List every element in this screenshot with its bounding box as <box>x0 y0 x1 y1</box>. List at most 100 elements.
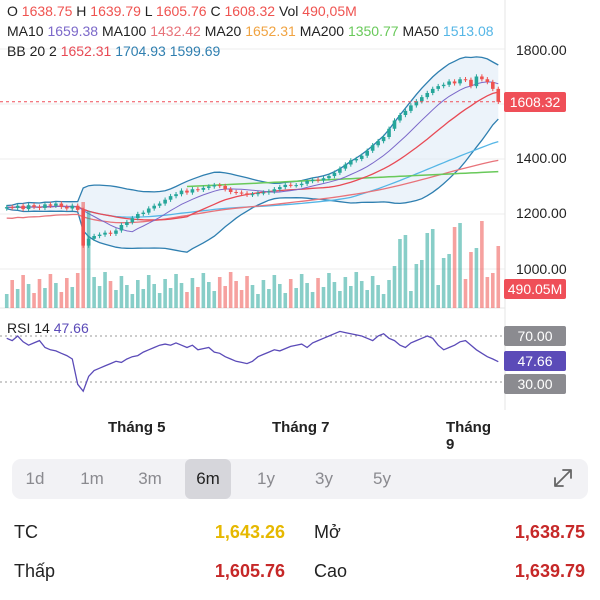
thap-value: 1,605.76 <box>214 561 285 581</box>
ohlc-key: Vol <box>278 3 303 19</box>
candle-body <box>354 159 359 161</box>
volume-bar <box>92 277 96 308</box>
y-tick-1200: 1200.00 <box>516 205 567 221</box>
volume-bar <box>54 283 58 308</box>
candle-body <box>32 205 36 207</box>
candle-body <box>10 207 14 209</box>
x-tick-thang9: Tháng 9 <box>446 419 491 453</box>
volume-bar <box>228 272 233 308</box>
volume-bar <box>201 273 206 308</box>
tab-3m[interactable]: 3m <box>138 469 162 488</box>
volume-bar <box>283 293 288 308</box>
volume-bar <box>474 248 479 308</box>
candle-body <box>480 76 484 80</box>
candle-body <box>190 189 195 193</box>
volume-bar <box>370 276 375 308</box>
price-chart[interactable] <box>0 0 600 440</box>
candle-body <box>474 76 479 87</box>
volume-bar <box>294 288 298 308</box>
candle-body <box>316 179 320 181</box>
ma-line: MA10 1659.38 MA100 1432.42 MA20 1652.31 … <box>7 23 494 39</box>
tab-1y[interactable]: 1y <box>257 469 275 488</box>
candle-body <box>119 225 124 231</box>
volume-bar <box>146 275 151 308</box>
ma-key: MA10 <box>7 23 48 39</box>
tab-5y[interactable]: 5y <box>373 469 391 488</box>
candle-body <box>409 105 413 111</box>
volume-bar <box>86 211 91 308</box>
candle-body <box>97 234 102 236</box>
volume-bar <box>15 289 20 308</box>
volume-bar <box>491 273 495 308</box>
volume-bar <box>190 278 195 308</box>
candle-body <box>168 196 173 200</box>
rsi-upper-badge: 70.00 <box>504 326 566 346</box>
volume-bar <box>234 281 238 308</box>
candle-body <box>70 205 75 209</box>
expand-icon[interactable] <box>548 465 578 493</box>
ma-value: 1350.77 <box>347 23 403 39</box>
volume-bar <box>392 266 397 308</box>
tab-1d[interactable]: 1d <box>25 469 45 488</box>
candle-body <box>228 189 233 192</box>
candle-body <box>141 212 146 214</box>
volume-bar <box>212 291 217 308</box>
volume-bar <box>103 272 107 308</box>
volume-bar <box>239 290 244 308</box>
volume-bar <box>496 246 501 308</box>
candle-body <box>278 187 282 190</box>
candle-body <box>185 190 189 193</box>
candle-body <box>196 189 200 191</box>
volume-bar <box>463 279 468 308</box>
volume-bar <box>179 283 184 308</box>
candle-body <box>370 145 375 151</box>
candle-body <box>398 115 402 121</box>
ma-key: MA100 <box>101 23 151 39</box>
rsi-label: RSI 14 47.66 <box>7 320 89 336</box>
ma-value: 1652.31 <box>245 23 300 39</box>
candle-body <box>125 222 129 225</box>
candle-body <box>414 101 419 106</box>
tc-label: TC <box>14 522 38 542</box>
candle-body <box>376 141 380 146</box>
bb-band <box>6 56 499 253</box>
bb-line: BB 20 2 1652.31 1704.93 1599.69 <box>7 43 220 59</box>
ma-key: MA50 <box>402 23 443 39</box>
mo-label: Mở <box>314 522 341 542</box>
candle-body <box>130 218 135 223</box>
volume-bar <box>267 289 271 308</box>
volume-bar <box>10 280 14 308</box>
ma-key: MA200 <box>299 23 348 39</box>
volume-bar <box>458 223 462 308</box>
candle-body <box>441 84 446 87</box>
ma-value: 1513.08 <box>442 23 494 39</box>
volume-bar <box>59 292 64 308</box>
volume-bar <box>469 252 473 308</box>
y-tick-1800: 1800.00 <box>516 42 567 58</box>
candle-body <box>179 190 184 195</box>
candle-body <box>157 203 162 206</box>
volume-bar <box>299 274 304 308</box>
candle-body <box>332 172 337 177</box>
bb-lower: 1599.69 <box>169 43 221 59</box>
ohlc-line: O 1638.75 H 1639.79 L 1605.76 C 1608.32 … <box>7 3 357 19</box>
cao-label: Cao <box>314 561 348 581</box>
x-tick-thang7: Tháng 7 <box>272 419 330 436</box>
volume-bar <box>97 286 102 308</box>
candle-body <box>136 214 140 219</box>
candle-body <box>108 232 113 234</box>
volume-bar <box>359 281 364 308</box>
candle-body <box>365 150 369 156</box>
volume-bar <box>81 202 85 308</box>
mo-value: 1,638.75 <box>514 522 585 542</box>
tab-1m[interactable]: 1m <box>80 469 104 488</box>
bb-middle: 1652.31 <box>60 43 116 59</box>
rsi-line <box>6 330 499 393</box>
tab-3y[interactable]: 3y <box>315 469 333 488</box>
candle-body <box>59 203 64 207</box>
volume-bar <box>26 284 31 308</box>
tab-6m[interactable]: 6m <box>185 459 231 499</box>
volume-bar <box>223 286 227 308</box>
ohlc-key: C <box>210 3 225 19</box>
candle-body <box>261 192 266 194</box>
